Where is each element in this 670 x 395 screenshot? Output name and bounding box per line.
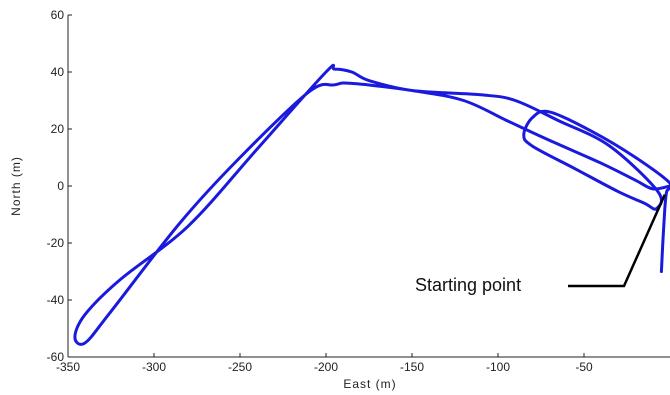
- y-ticks: 60 40 20 0 -20 -40 -60: [47, 8, 72, 364]
- series-layer: [73, 63, 670, 346]
- x-ticks: -350 -300 -250 -200 -150 -100 -50: [56, 353, 593, 374]
- annotation-layer: Starting point: [415, 194, 666, 295]
- y-axis-title: North (m): [9, 156, 23, 216]
- y-tick-label: -20: [47, 236, 65, 250]
- axes: [67, 15, 670, 358]
- x-tick-label: -200: [314, 360, 338, 374]
- x-tick-label: -300: [142, 360, 166, 374]
- y-tick-label: 0: [57, 179, 64, 193]
- x-tick-label: -250: [228, 360, 252, 374]
- trajectory-line-0: [73, 63, 670, 346]
- x-tick-label: -100: [486, 360, 510, 374]
- y-tick-label: 40: [51, 65, 65, 79]
- annotation-starting-point: Starting point: [415, 275, 521, 295]
- y-tick-label: -40: [47, 293, 65, 307]
- y-tick-label: -60: [47, 350, 65, 364]
- x-tick-label: -350: [56, 360, 80, 374]
- annotation-leader-line: [568, 194, 666, 288]
- x-tick-label: -150: [400, 360, 424, 374]
- y-tick-label: 60: [51, 8, 65, 22]
- x-axis-title: East (m): [343, 377, 396, 391]
- x-tick-label: -50: [575, 360, 593, 374]
- y-tick-label: 20: [51, 122, 65, 136]
